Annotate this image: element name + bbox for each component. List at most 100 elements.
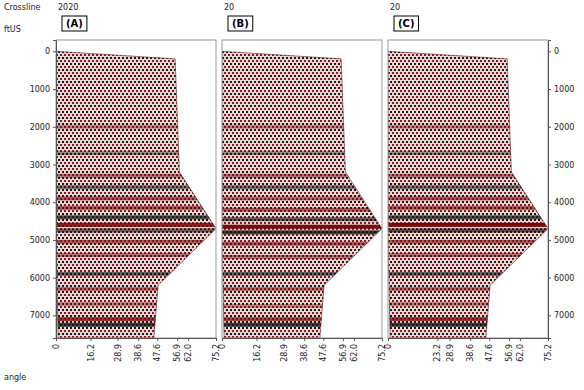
tick-mark bbox=[470, 338, 471, 341]
tick: 4000 bbox=[548, 198, 574, 207]
tick: 5000 bbox=[30, 236, 56, 245]
tick: 0 bbox=[45, 47, 56, 56]
tick-mark bbox=[449, 338, 450, 341]
tick-mark bbox=[90, 338, 91, 341]
tick: 3000 bbox=[30, 161, 56, 170]
reflector bbox=[222, 151, 382, 155]
reflector bbox=[388, 272, 548, 276]
x-axis: 016.228.938.647.656.962.075.2 bbox=[52, 338, 221, 362]
tick-label: 56.9 bbox=[505, 344, 514, 362]
reflector bbox=[222, 304, 382, 308]
tick: 56.9 bbox=[339, 338, 348, 362]
tick-label: 38.6 bbox=[466, 344, 475, 362]
panel-frame bbox=[388, 40, 548, 338]
tick-label: 2000 bbox=[554, 123, 574, 132]
tick-mark bbox=[222, 338, 223, 341]
reflector bbox=[56, 223, 216, 227]
tick-label: 7000 bbox=[554, 311, 574, 320]
reflector bbox=[56, 174, 216, 178]
tick-label: 23.2 bbox=[433, 344, 442, 362]
reflector bbox=[56, 228, 216, 232]
tick: 75.2 bbox=[544, 338, 553, 362]
crossline-label: 20 bbox=[224, 3, 234, 12]
tick: 47.6 bbox=[485, 338, 494, 362]
tick-mark bbox=[216, 338, 217, 341]
tick-mark bbox=[53, 164, 56, 165]
reflector bbox=[222, 208, 382, 212]
reflector bbox=[56, 302, 216, 306]
tick-label: 38.6 bbox=[134, 344, 143, 362]
reflector bbox=[222, 125, 382, 129]
tick-mark bbox=[382, 338, 383, 341]
reflector bbox=[388, 302, 548, 306]
tick-mark bbox=[323, 338, 324, 341]
reflector bbox=[388, 253, 548, 257]
tick-label: 16.2 bbox=[87, 344, 96, 362]
reflector bbox=[222, 230, 382, 234]
tick: 0 bbox=[548, 47, 559, 56]
plot-area bbox=[222, 51, 382, 338]
reflector bbox=[388, 215, 548, 219]
panel: 016.228.938.647.656.962.075.201000200030… bbox=[30, 3, 221, 362]
reflector bbox=[56, 253, 216, 257]
panel-frame bbox=[222, 40, 382, 338]
tick-mark bbox=[548, 240, 551, 241]
tick-label: 3000 bbox=[554, 161, 574, 170]
crossline-label: 2020 bbox=[58, 3, 78, 12]
tick-mark bbox=[509, 338, 510, 341]
tick-label: 75.2 bbox=[544, 344, 553, 362]
tick: 47.6 bbox=[153, 338, 162, 362]
reflector bbox=[222, 272, 382, 276]
tick: 2000 bbox=[30, 123, 56, 132]
tick-label: 1000 bbox=[30, 85, 50, 94]
tick: 16.2 bbox=[253, 338, 262, 362]
tick-label: 62.0 bbox=[184, 344, 193, 362]
tick: 28.9 bbox=[114, 338, 123, 362]
reflector bbox=[222, 225, 382, 229]
reflector bbox=[56, 287, 216, 291]
tick: 16.2 bbox=[87, 338, 96, 362]
x-axis: 016.228.938.647.656.962.075.2 bbox=[218, 338, 387, 362]
tick-label: 28.9 bbox=[280, 344, 289, 362]
tick-mark bbox=[53, 51, 56, 52]
tick-label: 7000 bbox=[30, 311, 50, 320]
tick-mark bbox=[548, 278, 551, 279]
tick: 0 bbox=[218, 338, 227, 349]
tick: 0 bbox=[384, 338, 393, 349]
reflector bbox=[56, 240, 216, 244]
reflector bbox=[56, 272, 216, 276]
tick-mark bbox=[343, 338, 344, 341]
tick: 5000 bbox=[548, 236, 574, 245]
events bbox=[56, 125, 216, 327]
tick: 7000 bbox=[30, 311, 56, 320]
reflector bbox=[222, 287, 382, 291]
tick-mark bbox=[437, 338, 438, 341]
reflector bbox=[388, 151, 548, 155]
reflector bbox=[388, 228, 548, 232]
reflector bbox=[388, 223, 548, 227]
tick-mark bbox=[548, 51, 551, 52]
plot-area bbox=[388, 51, 548, 338]
tick-label: 47.6 bbox=[485, 344, 494, 362]
panel-label-box bbox=[394, 16, 418, 31]
reflector bbox=[222, 185, 382, 189]
tick-label: 2000 bbox=[30, 123, 50, 132]
gather-area bbox=[56, 51, 216, 338]
tick: 3000 bbox=[548, 161, 574, 170]
panel-label-box bbox=[228, 16, 253, 31]
panel-label: (B) bbox=[232, 18, 249, 29]
tick-label: 4000 bbox=[30, 198, 50, 207]
reflector bbox=[222, 242, 382, 246]
panel-label: (A) bbox=[66, 18, 83, 29]
reflector bbox=[222, 255, 382, 259]
tick: 0 bbox=[52, 338, 61, 349]
reflector bbox=[388, 323, 548, 327]
reflector bbox=[56, 196, 216, 200]
tick: 6000 bbox=[548, 274, 574, 283]
tick-mark bbox=[53, 240, 56, 241]
tick-mark bbox=[177, 338, 178, 341]
tick-label: 4000 bbox=[554, 198, 574, 207]
reflector bbox=[56, 151, 216, 155]
reflector bbox=[222, 196, 382, 200]
axis-line bbox=[223, 339, 383, 342]
